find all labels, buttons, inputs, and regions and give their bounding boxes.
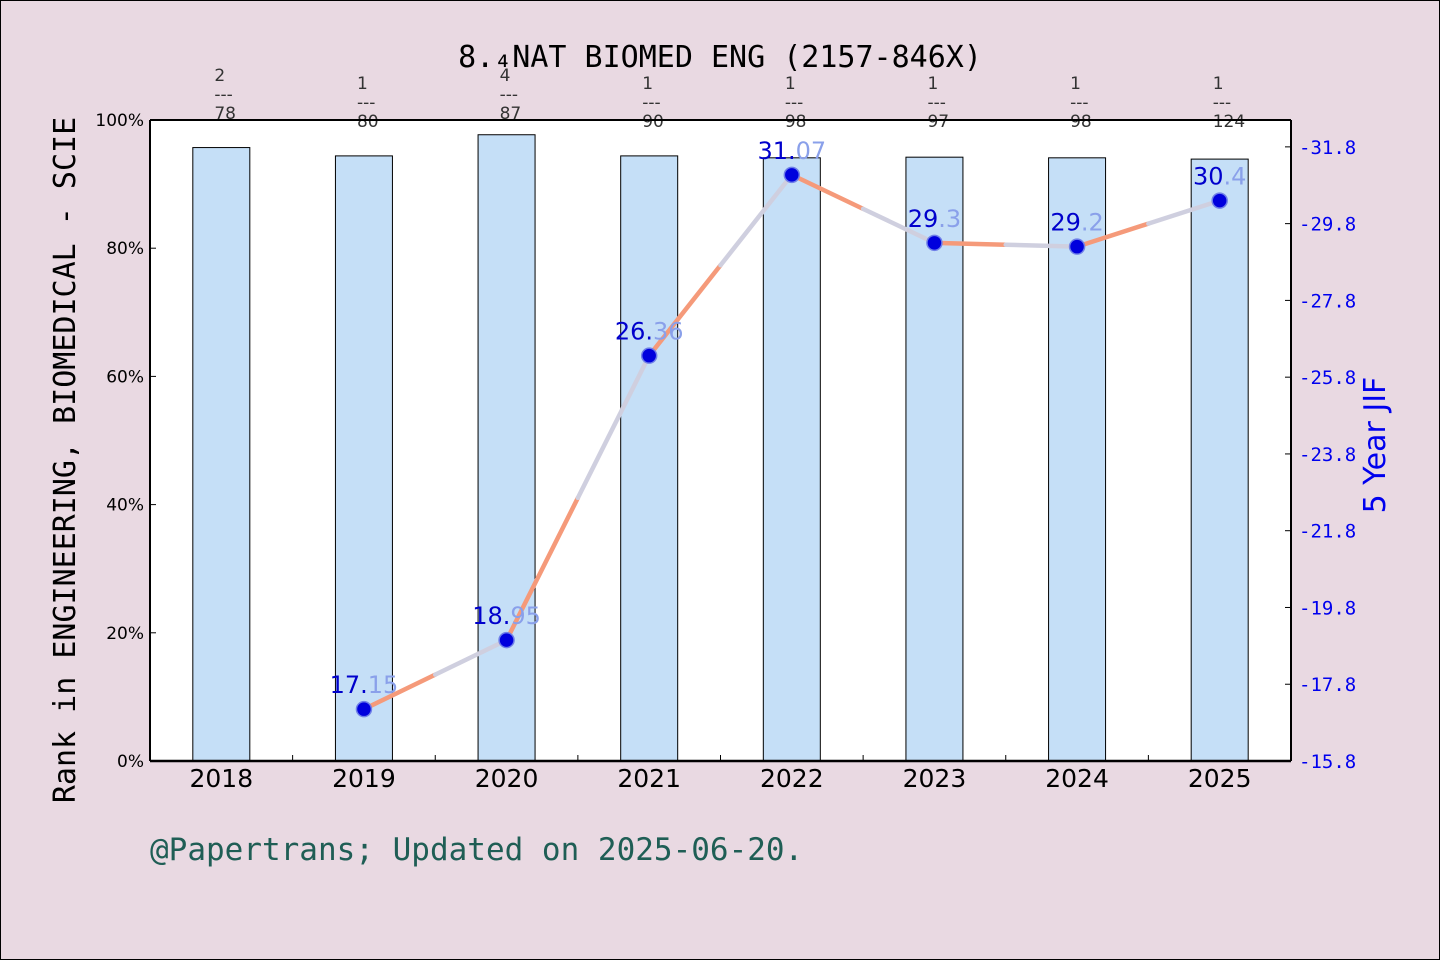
x-tick-label-2018: 2018 — [190, 764, 254, 793]
rank-numerator-2024: 1 — [1070, 74, 1081, 94]
jif-data-label-2019: 17.15 — [330, 671, 399, 699]
rank-numerator-2019: 1 — [357, 74, 368, 94]
jif-data-label-2025: 30.4 — [1193, 163, 1246, 191]
x-tick-label-2023: 2023 — [903, 764, 967, 793]
bar-2019 — [334, 155, 393, 762]
bar-2022 — [762, 157, 821, 762]
rank-separator-2025: --- — [1213, 93, 1231, 113]
jif-point-2019 — [355, 700, 373, 718]
jif-point-2022 — [783, 166, 801, 184]
rank-separator-2022: --- — [785, 93, 803, 113]
rank-denominator-2023: 97 — [927, 112, 949, 132]
rank-numerator-2020: 4 — [500, 66, 511, 86]
plot-background — [150, 120, 1291, 761]
right-tick-label: -19.8 — [1299, 597, 1356, 619]
jif-data-label-2024: 29.2 — [1050, 209, 1103, 237]
right-tick-label: -15.8 — [1299, 751, 1356, 773]
rank-denominator-2025: 124 — [1213, 112, 1245, 132]
left-tick-label: 80% — [106, 239, 144, 259]
rank-numerator-2018: 2 — [214, 66, 225, 86]
rank-denominator-2021: 90 — [642, 112, 664, 132]
jif-point-2024 — [1068, 238, 1086, 255]
rank-denominator-2022: 98 — [785, 112, 807, 132]
rank-numerator-2022: 1 — [785, 74, 796, 94]
rank-numerator-2021: 1 — [642, 74, 653, 94]
x-tick-label-2020: 2020 — [475, 764, 539, 793]
x-tick-label-2025: 2025 — [1188, 764, 1252, 793]
left-axis-title: Rank in ENGINEERING, BIOMEDICAL - SCIE — [48, 117, 83, 803]
jif-line-segment-2022-a — [789, 172, 866, 212]
rank-separator-2019: --- — [357, 93, 375, 113]
left-tick-label: 60% — [106, 367, 144, 387]
jif-data-label-2021: 26.36 — [615, 318, 684, 346]
jif-point-2023 — [926, 234, 943, 252]
right-tick-label: -17.8 — [1299, 674, 1356, 696]
bar-2020 — [477, 134, 536, 762]
x-tick-label-2019: 2019 — [332, 764, 396, 793]
bar-2024 — [1048, 157, 1107, 762]
x-tick-label-2022: 2022 — [760, 764, 824, 793]
bar-2018 — [192, 147, 251, 762]
footer-credit: @Papertrans; Updated on 2025-06-20. — [150, 832, 804, 868]
right-tick-label: -25.8 — [1299, 367, 1356, 389]
rank-separator-2018: --- — [214, 85, 232, 105]
rank-separator-2023: --- — [927, 93, 945, 113]
right-tick-label: -21.8 — [1299, 521, 1356, 543]
jif-line-segment-2021-a — [646, 263, 723, 358]
left-tick-label: 100% — [95, 111, 144, 131]
jif-line-segment-2022-b — [860, 206, 937, 246]
jif-line-segment-2020-b — [575, 353, 652, 501]
x-tick-label-2021: 2021 — [617, 764, 681, 793]
right-axis-title: 5 Year JIF — [1358, 377, 1393, 514]
jif-point-2021 — [640, 347, 658, 364]
left-tick-label: 0% — [117, 752, 144, 772]
right-tick-label: -27.8 — [1299, 290, 1356, 312]
bar-2021 — [620, 155, 679, 762]
jif-data-label-2023: 29.3 — [908, 205, 961, 233]
chart-title: 8.₄NAT BIOMED ENG (2157-846X) — [458, 40, 982, 75]
rank-denominator-2024: 98 — [1070, 112, 1092, 132]
jif-line-segment-2019-a — [361, 672, 438, 712]
rank-separator-2021: --- — [642, 93, 660, 113]
rank-separator-2020: --- — [500, 85, 518, 105]
right-tick-label: -29.8 — [1299, 214, 1356, 236]
rank-separator-2024: --- — [1070, 93, 1088, 113]
jif-line-segment-2024-b — [1146, 198, 1222, 226]
right-tick-label: -23.8 — [1299, 444, 1356, 466]
bar-2023 — [905, 156, 964, 762]
x-tick-label-2024: 2024 — [1045, 764, 1109, 793]
jif-data-label-2020: 18.95 — [472, 602, 541, 630]
jif-data-label-2022: 31.07 — [757, 137, 826, 165]
jif-line-segment-2020-a — [504, 495, 581, 643]
right-tick-label: -31.8 — [1299, 137, 1356, 159]
jif-line-segment-2019-b — [433, 637, 509, 677]
jif-line-segment-2024-a — [1074, 221, 1151, 249]
jif-line-segment-2021-b — [718, 172, 795, 268]
rank-numerator-2023: 1 — [927, 74, 938, 94]
jif-point-2025 — [1211, 192, 1228, 209]
left-tick-label: 20% — [106, 624, 144, 644]
left-tick-label: 40% — [106, 496, 144, 516]
jif-line-segment-2023-b — [1003, 242, 1080, 249]
jif-line-segment-2023-a — [932, 240, 1008, 247]
bar-2025 — [1190, 158, 1249, 762]
rank-numerator-2025: 1 — [1213, 74, 1224, 94]
rank-denominator-2019: 80 — [357, 112, 379, 132]
jif-point-2020 — [498, 631, 515, 649]
